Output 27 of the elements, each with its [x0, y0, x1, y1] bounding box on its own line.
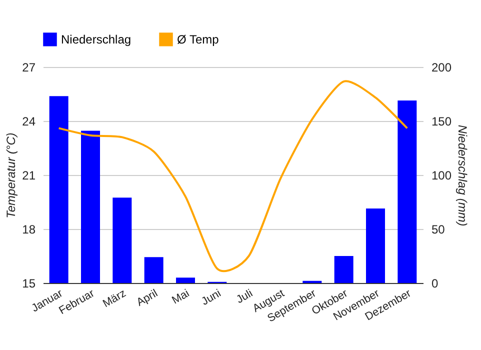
legend-label: Ø Temp — [177, 32, 220, 46]
y-tick-label: 18 — [22, 222, 36, 236]
bar — [81, 130, 100, 283]
bar — [144, 257, 164, 283]
y2-tick-label: 50 — [432, 222, 446, 236]
y-tick-label: 15 — [22, 276, 36, 290]
x-tick-label: Juli — [234, 288, 255, 306]
bar — [112, 198, 132, 283]
bar — [398, 100, 417, 283]
y-axis-title: Temperatur (°C) — [4, 132, 18, 218]
y2-axis-title: Niederschlag (mm) — [456, 124, 470, 226]
bar — [176, 278, 195, 283]
y2-tick-label: 150 — [432, 114, 452, 128]
x-tick-label: Mai — [170, 288, 192, 307]
x-tick-label: März — [100, 288, 128, 310]
y2-tick-label: 100 — [432, 168, 452, 182]
bar — [366, 208, 385, 283]
y-tick-label: 27 — [22, 60, 36, 74]
y-tick-label: 21 — [22, 168, 36, 182]
legend-label: Niederschlag — [61, 32, 132, 46]
y2-tick-label: 0 — [432, 276, 438, 290]
y-tick-label: 24 — [22, 114, 36, 128]
bar — [334, 256, 354, 283]
y2-tick-label: 200 — [432, 60, 452, 74]
x-tick-label: April — [134, 288, 160, 309]
bar — [49, 96, 68, 283]
x-tick-label: Juni — [200, 288, 224, 308]
